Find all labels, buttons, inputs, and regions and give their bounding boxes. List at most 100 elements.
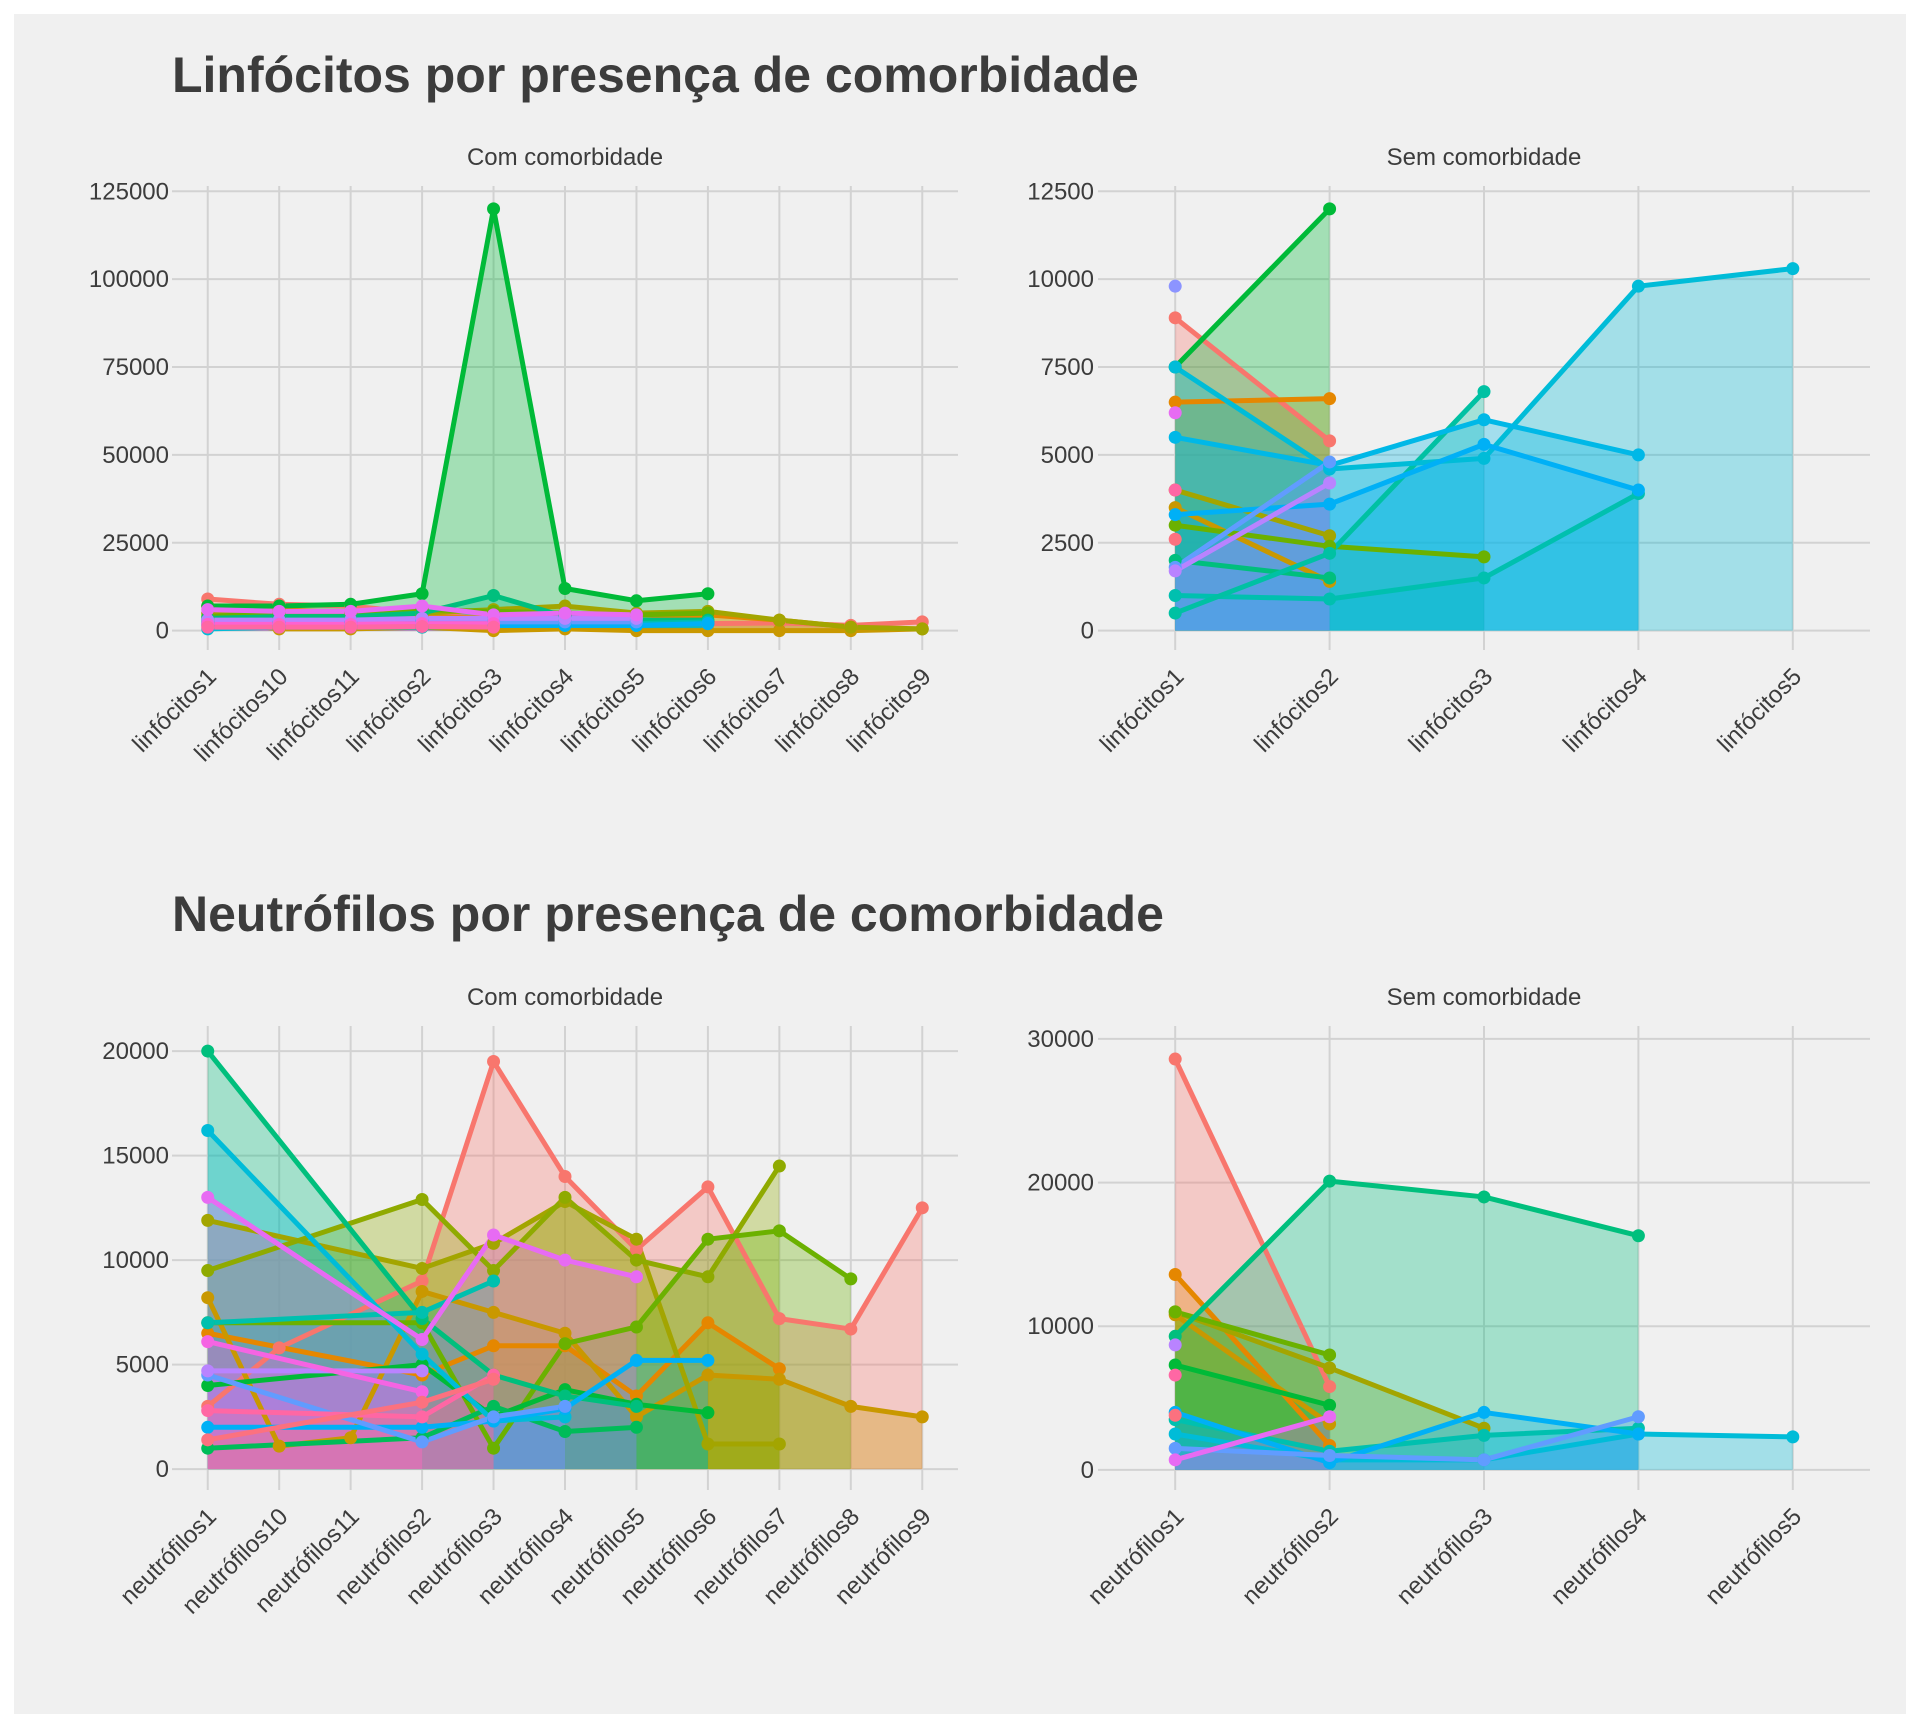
data-point: [1168, 395, 1182, 409]
data-point: [1323, 497, 1337, 511]
data-point: [272, 604, 286, 618]
panel-3: Sem comorbidade 0 10000 20000 30000 neutrófil…: [1027, 984, 1870, 1610]
data-point: [701, 1353, 715, 1367]
data-point: [1477, 385, 1491, 399]
series-line: [1173, 1312, 1332, 1426]
panel-1: Sem comorbidade 0 2500 5000 7500 10000 12500 li…: [1027, 144, 1870, 758]
data-point: [201, 1404, 215, 1418]
data-point: [1631, 1427, 1645, 1441]
data-point: [772, 1224, 786, 1238]
data-point: [201, 1335, 215, 1349]
point-layer: [1168, 202, 1800, 620]
data-point: [1168, 589, 1182, 603]
series-line: [205, 1128, 566, 1424]
y-tick-label: 10000: [102, 1247, 169, 1274]
data-point: [558, 1253, 572, 1267]
data-point: [201, 1433, 215, 1447]
data-point: [1168, 430, 1182, 444]
data-point: [629, 1253, 643, 1267]
data-point: [1323, 434, 1337, 448]
data-point: [844, 1272, 858, 1286]
series-line: [1174, 417, 1639, 468]
data-point: [629, 1410, 643, 1424]
series-line: [1174, 1414, 1331, 1463]
section-title-linfocitos: Linfócitos por presença de comorbidade: [172, 47, 1139, 103]
series-area: [207, 1291, 923, 1470]
y-tick-label: 5000: [116, 1352, 169, 1379]
series-line: [1175, 491, 1640, 602]
data-point: [772, 1437, 786, 1451]
point-layer: [201, 1044, 929, 1455]
data-point: [415, 1274, 429, 1288]
series-line: [1173, 207, 1332, 369]
data-point: [701, 617, 715, 631]
series-line: [1174, 1309, 1331, 1358]
data-point: [1323, 546, 1337, 560]
data-point: [487, 1305, 501, 1319]
series-line: [1174, 505, 1331, 584]
series-line: [207, 1357, 708, 1430]
data-point: [629, 1243, 643, 1257]
y-tick-label: 30000: [1027, 1026, 1094, 1053]
y-tick-label: 50000: [102, 442, 169, 469]
y-tick-label: 20000: [1027, 1170, 1094, 1197]
series-area: [207, 1341, 423, 1470]
data-point: [1168, 508, 1182, 522]
data-point: [1168, 1268, 1182, 1282]
data-point: [1168, 279, 1182, 293]
data-point: [1477, 1453, 1491, 1467]
data-point: [772, 1159, 786, 1173]
y-tick-label: 25000: [102, 530, 169, 557]
data-point: [1168, 1368, 1182, 1382]
data-point: [1477, 1428, 1491, 1442]
point-layer: [201, 202, 929, 638]
data-point: [201, 1316, 215, 1330]
data-point: [1477, 437, 1491, 451]
x-tick-label: linfócitos4: [1558, 663, 1653, 758]
facet-label: Sem comorbidade: [1387, 984, 1582, 1011]
data-point: [701, 1316, 715, 1330]
data-point: [415, 587, 429, 601]
data-point: [1168, 1427, 1182, 1441]
y-tick-label: 12500: [1027, 178, 1094, 205]
y-tick-label: 125000: [89, 178, 169, 205]
data-point: [1477, 1405, 1491, 1419]
data-point: [629, 1420, 643, 1434]
section-title-neutrofilos: Neutrófilos por presença de comorbidade: [172, 886, 1164, 942]
series-line: [1173, 1272, 1332, 1448]
data-point: [772, 613, 786, 627]
data-point: [1631, 1410, 1645, 1424]
data-point: [915, 1410, 929, 1424]
data-point: [1631, 483, 1645, 497]
data-point: [487, 1372, 501, 1386]
series-line: [207, 1228, 853, 1451]
data-point: [344, 1431, 358, 1445]
point-layer: [1168, 1052, 1800, 1470]
series-area: [1175, 391, 1484, 631]
data-point: [415, 1364, 429, 1378]
data-point: [1168, 1052, 1182, 1066]
facet-label: Sem comorbidade: [1387, 144, 1582, 171]
data-point: [1323, 202, 1337, 216]
y-tick-label: 0: [156, 1456, 169, 1483]
data-point: [558, 1326, 572, 1340]
data-point: [558, 581, 572, 595]
data-point: [1323, 1449, 1337, 1463]
data-point: [487, 1399, 501, 1413]
data-point: [1168, 1338, 1182, 1352]
data-point: [415, 599, 429, 613]
data-point: [844, 1399, 858, 1413]
data-point: [201, 1420, 215, 1434]
figure-background: Linfócitos por presença de comorbidade N…: [14, 14, 1906, 1714]
data-point: [201, 1264, 215, 1278]
data-point: [1786, 262, 1800, 276]
data-point: [1168, 360, 1182, 374]
data-point: [415, 1284, 429, 1298]
y-tick-label: 10000: [1027, 266, 1094, 293]
data-point: [1631, 448, 1645, 462]
panels: Com comorbidade0250005000075000100000125…: [89, 144, 1870, 1619]
y-tick-label: 100000: [89, 266, 169, 293]
data-point: [201, 603, 215, 617]
data-point: [415, 1410, 429, 1424]
data-point: [487, 1228, 501, 1242]
